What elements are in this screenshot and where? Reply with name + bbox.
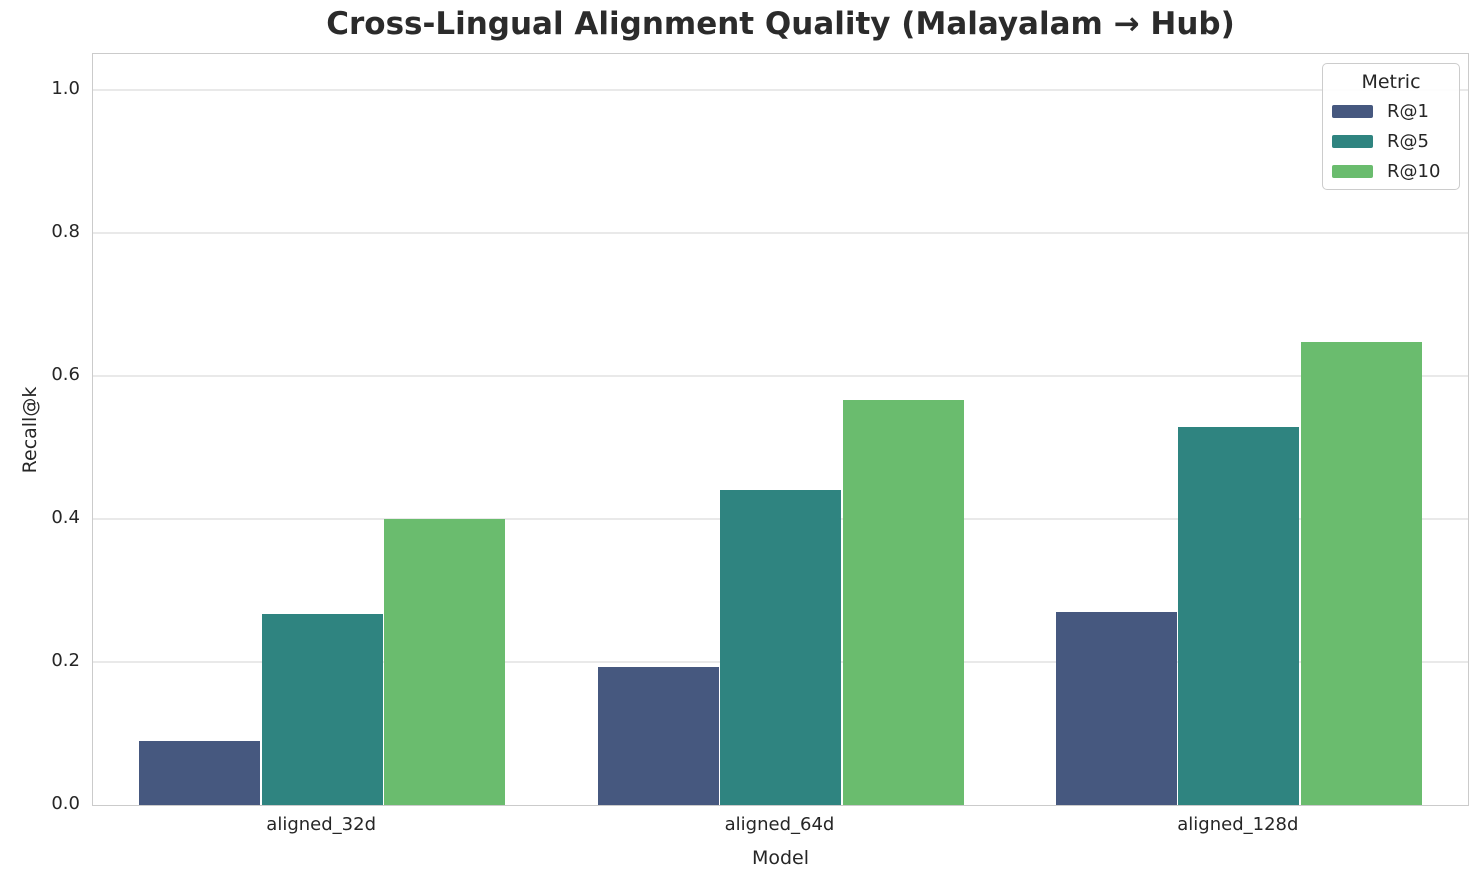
bar-aligned_64d-R@5 (720, 490, 841, 805)
gridline (93, 231, 1468, 234)
plot-area (92, 53, 1469, 806)
legend-title: Metric (1361, 71, 1421, 93)
bar-aligned_32d-R@10 (384, 518, 506, 805)
legend: Metric R@1 R@5 R@10 (1322, 63, 1460, 190)
bar-aligned_32d-R@5 (261, 614, 383, 805)
x-tick-label: aligned_64d (724, 814, 835, 835)
legend-item: R@10 (1323, 156, 1459, 186)
gridline (93, 88, 1468, 91)
y-tick-label: 0.6 (51, 363, 80, 385)
legend-item: R@5 (1323, 126, 1459, 156)
bar-aligned_128d-R@5 (1178, 427, 1300, 805)
bar-aligned_128d-R@1 (1055, 611, 1177, 805)
legend-swatch-R@10 (1332, 164, 1373, 178)
y-tick-label: 0.4 (51, 506, 80, 528)
legend-item-label: R@1 (1387, 100, 1429, 122)
y-tick-label: 0.0 (51, 793, 80, 814)
legend-swatch-R@5 (1332, 134, 1373, 148)
legend-items: R@1 R@5 R@10 (1323, 96, 1459, 186)
x-tick-label: aligned_32d (266, 814, 376, 835)
bar-aligned_64d-R@1 (597, 666, 719, 805)
chart-title: Cross-Lingual Alignment Quality (Malayal… (326, 6, 1235, 42)
y-axis-label: Recall@k (19, 386, 41, 474)
bar-aligned_64d-R@10 (842, 400, 964, 805)
legend-item-label: R@10 (1387, 160, 1441, 182)
y-tick-label: 0.2 (51, 649, 80, 671)
gridline (93, 374, 1468, 377)
bar-aligned_32d-R@1 (139, 740, 261, 805)
y-tick-label: 1.0 (51, 77, 80, 99)
x-tick-label: aligned_128d (1177, 814, 1299, 835)
legend-item-label: R@5 (1387, 130, 1429, 152)
x-axis-label: Model (751, 847, 810, 869)
legend-item: R@1 (1323, 96, 1459, 126)
bar-aligned_128d-R@10 (1300, 342, 1422, 805)
y-tick-label: 0.8 (51, 220, 80, 242)
legend-swatch-R@1 (1332, 104, 1373, 118)
